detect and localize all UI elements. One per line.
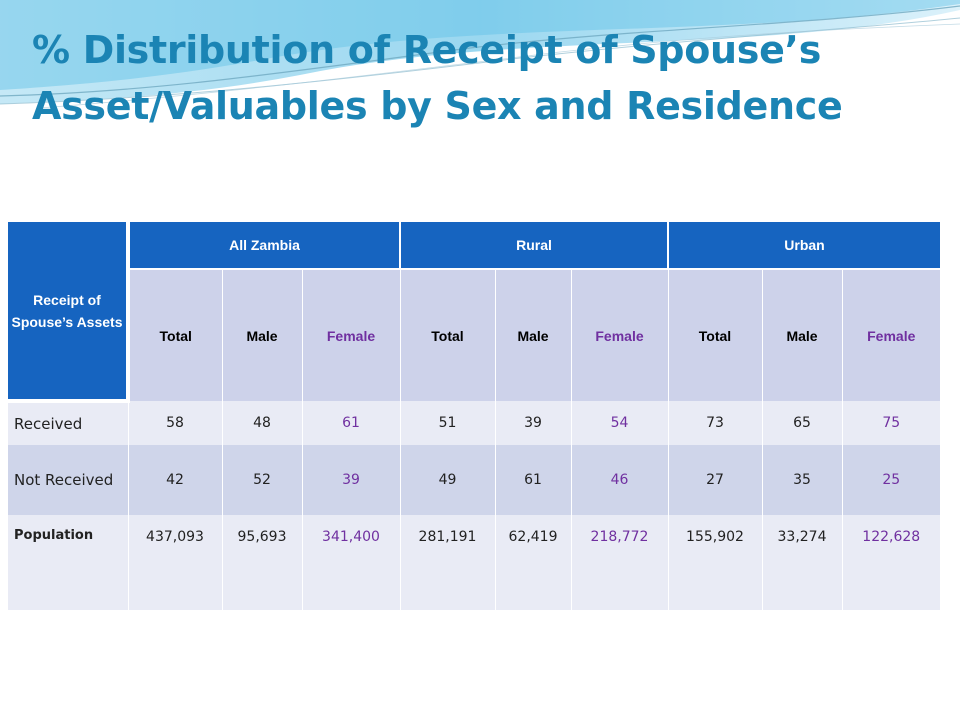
- subheader-female: Female: [301, 269, 400, 401]
- table-cell: 42: [127, 445, 222, 515]
- subheader-female: Female: [841, 269, 940, 401]
- table-cell: 122,628: [841, 515, 940, 610]
- table-cell: 95,693: [221, 515, 302, 610]
- table-cell: 281,191: [399, 515, 495, 610]
- table-cell: 155,902: [667, 515, 762, 610]
- group-header-rural: Rural: [399, 222, 668, 270]
- table-cell: 73: [667, 401, 762, 445]
- table-cell: 39: [301, 445, 400, 515]
- slide-title-line-2: Asset/Valuables by Sex and Residence: [32, 84, 843, 128]
- table-cell: 62,419: [494, 515, 571, 610]
- distribution-table: Receipt of Spouse’s Assets All Zambia Ru…: [8, 222, 940, 610]
- table-cell: 48: [221, 401, 302, 445]
- corner-header: Receipt of Spouse’s Assets: [8, 222, 130, 403]
- table-cell: 61: [301, 401, 400, 445]
- row-label: Population: [8, 515, 129, 610]
- group-header-urban: Urban: [667, 222, 940, 270]
- slide-title: % Distribution of Receipt of Spouse’s As…: [32, 22, 932, 134]
- header-wave-decoration: [0, 0, 960, 109]
- table-row-not-received: Not Received 42 52 39 49 61 46 27 35 25: [8, 445, 940, 515]
- subheader-total: Total: [667, 269, 762, 401]
- table-row-received: Received 58 48 61 51 39 54 73 65 75: [8, 401, 940, 445]
- subheader-male: Male: [221, 269, 302, 401]
- table-cell: 51: [399, 401, 495, 445]
- table-cell: 61: [494, 445, 571, 515]
- table-row-population: Population 437,093 95,693 341,400 281,19…: [8, 515, 940, 610]
- table-cell: 33,274: [761, 515, 842, 610]
- subheader-female: Female: [570, 269, 668, 401]
- table-cell: 341,400: [301, 515, 400, 610]
- group-header-all-zambia: All Zambia: [127, 222, 400, 270]
- table-cell: 58: [127, 401, 222, 445]
- subheader-total: Total: [127, 269, 222, 401]
- table-cell: 52: [221, 445, 302, 515]
- row-label: Not Received: [8, 445, 129, 515]
- table-cell: 54: [570, 401, 668, 445]
- table-cell: 25: [841, 445, 940, 515]
- table-cell: 27: [667, 445, 762, 515]
- table-cell: 437,093: [127, 515, 222, 610]
- row-label: Received: [8, 401, 129, 445]
- subheader-male: Male: [761, 269, 842, 401]
- table-cell: 75: [841, 401, 940, 445]
- slide-title-line-1: % Distribution of Receipt of Spouse’s: [32, 28, 822, 72]
- subheader-male: Male: [494, 269, 571, 401]
- table-cell: 35: [761, 445, 842, 515]
- table-cell: 49: [399, 445, 495, 515]
- table-cell: 39: [494, 401, 571, 445]
- table-cell: 46: [570, 445, 668, 515]
- table-cell: 65: [761, 401, 842, 445]
- subheader-total: Total: [399, 269, 495, 401]
- table-cell: 218,772: [570, 515, 668, 610]
